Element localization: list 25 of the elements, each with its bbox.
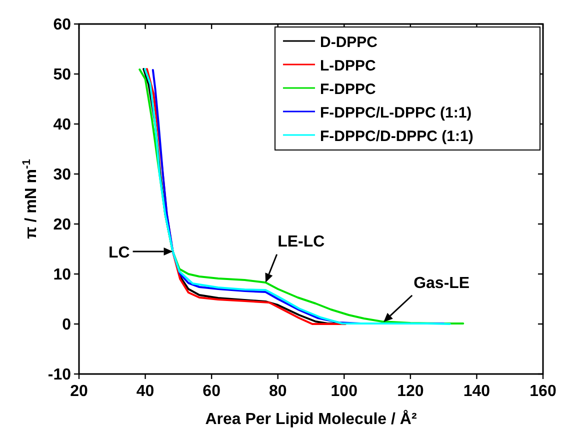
y-tick-label: 10: [53, 266, 72, 284]
legend-label: D-DPPC: [320, 34, 378, 51]
x-tick-label: 20: [70, 383, 88, 400]
y-tick-label: 40: [53, 116, 72, 134]
y-tick-label: 0: [62, 316, 72, 334]
x-tick-label: 100: [330, 383, 358, 400]
y-tick-label: 50: [53, 66, 72, 84]
x-tick-label: 60: [202, 383, 221, 400]
y-tick-label: 30: [53, 166, 72, 184]
legend-label: F-DPPC: [320, 81, 376, 98]
x-axis-title: Area Per Lipid Molecule / Å²: [205, 409, 417, 428]
annotation: Gas-LE: [414, 275, 470, 292]
x-tick-label: 120: [397, 383, 424, 400]
y-tick-label: 20: [53, 216, 72, 234]
legend-label: L-DPPC: [320, 58, 376, 74]
x-tick-label: 160: [530, 383, 556, 400]
x-tick-label: 80: [268, 383, 287, 400]
x-tick-label: 40: [136, 383, 154, 400]
legend-label: F-DPPC/L-DPPC (1:1): [320, 104, 472, 122]
annotation: LE-LC: [278, 234, 326, 250]
annotation: LC: [108, 244, 130, 262]
legend-label: F-DPPC/D-DPPC (1:1): [320, 128, 474, 145]
y-tick-label: 60: [53, 16, 72, 34]
x-tick-label: 140: [463, 383, 490, 400]
y-tick-label: -10: [48, 366, 72, 384]
